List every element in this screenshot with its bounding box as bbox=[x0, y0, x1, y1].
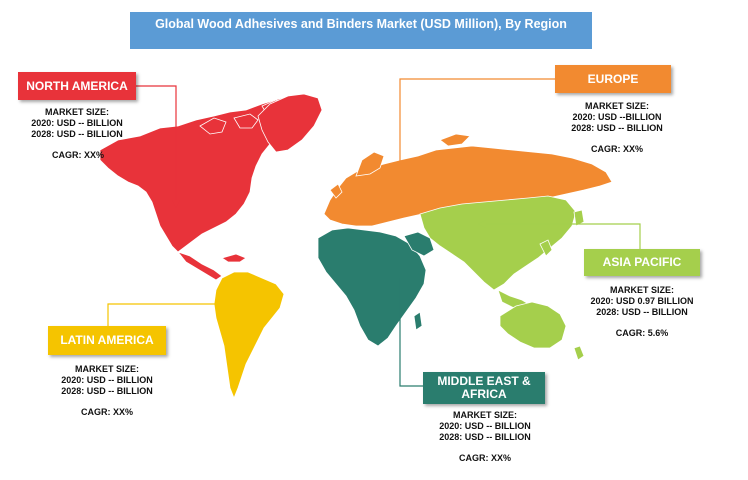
latin-america-2020: 2020: USD -- BILLION bbox=[61, 375, 153, 385]
north-america-market-size-label: MARKET SIZE: bbox=[45, 107, 109, 117]
latin-america-leader bbox=[107, 303, 236, 326]
latin-america-region bbox=[213, 271, 285, 400]
latin-america-cagr: CAGR: XX% bbox=[80, 407, 133, 417]
asia-pacific-market-size-label: MARKET SIZE: bbox=[610, 285, 674, 295]
latin-america-leader-arrow bbox=[230, 300, 238, 308]
europe-leader bbox=[399, 78, 555, 186]
latin-america-label: LATIN AMERICA bbox=[48, 326, 166, 355]
middle-east-africa-leader-arrow bbox=[396, 270, 404, 278]
middle-east-africa-cagr: CAGR: XX% bbox=[458, 453, 511, 463]
asia-pacific-leader-arrow bbox=[478, 220, 486, 228]
middle-east-africa-2028: 2028: USD -- BILLION bbox=[439, 432, 531, 442]
middle-east-africa-market-size-label: MARKET SIZE: bbox=[453, 410, 517, 420]
asia-pacific-2028: 2028: USD -- BILLION bbox=[596, 307, 688, 317]
europe-leader-arrow bbox=[396, 180, 404, 188]
north-america-info: MARKET SIZE: 2020: USD -- BILLION 2028: … bbox=[14, 107, 140, 161]
asia-pacific-info: MARKET SIZE: 2020: USD 0.97 BILLION 2028… bbox=[580, 285, 704, 339]
north-america-leader-arrow bbox=[172, 200, 180, 208]
europe-region bbox=[323, 133, 613, 227]
asia-pacific-2020: 2020: USD 0.97 BILLION bbox=[590, 296, 694, 306]
north-america-2020: 2020: USD -- BILLION bbox=[31, 118, 123, 128]
europe-info: MARKET SIZE: 2020: USD --BILLION 2028: U… bbox=[556, 101, 678, 155]
latin-america-market-size-label: MARKET SIZE: bbox=[75, 364, 139, 374]
middle-east-africa-label: MIDDLE EAST & AFRICA bbox=[423, 372, 545, 404]
latin-america-2028: 2028: USD -- BILLION bbox=[61, 386, 153, 396]
asia-pacific-label: ASIA PACIFIC bbox=[584, 249, 700, 276]
latin-america-info: MARKET SIZE: 2020: USD -- BILLION 2028: … bbox=[44, 364, 170, 418]
north-america-region bbox=[99, 95, 319, 281]
leader-lines bbox=[107, 78, 641, 387]
asia-pacific-region bbox=[419, 195, 585, 361]
map-title: Global Wood Adhesives and Binders Market… bbox=[130, 12, 592, 49]
north-america-label: NORTH AMERICA bbox=[18, 72, 136, 100]
middle-east-africa-region bbox=[317, 227, 435, 347]
north-america-2028: 2028: USD -- BILLION bbox=[31, 129, 123, 139]
north-america-leader bbox=[136, 85, 177, 206]
north-america-cagr: CAGR: XX% bbox=[52, 150, 105, 160]
greenland-shape bbox=[257, 93, 323, 153]
middle-east-africa-leader bbox=[399, 272, 423, 387]
middle-east-africa-2020: 2020: USD -- BILLION bbox=[439, 421, 531, 431]
europe-2020: 2020: USD --BILLION bbox=[572, 112, 662, 122]
europe-cagr: CAGR: XX% bbox=[590, 144, 643, 154]
europe-market-size-label: MARKET SIZE: bbox=[585, 101, 649, 111]
middle-east-africa-info: MARKET SIZE: 2020: USD -- BILLION 2028: … bbox=[420, 410, 550, 464]
asia-pacific-cagr: CAGR: 5.6% bbox=[615, 328, 669, 338]
asia-pacific-leader bbox=[480, 223, 641, 249]
europe-label: EUROPE bbox=[555, 65, 671, 93]
europe-2028: 2028: USD -- BILLION bbox=[571, 123, 663, 133]
